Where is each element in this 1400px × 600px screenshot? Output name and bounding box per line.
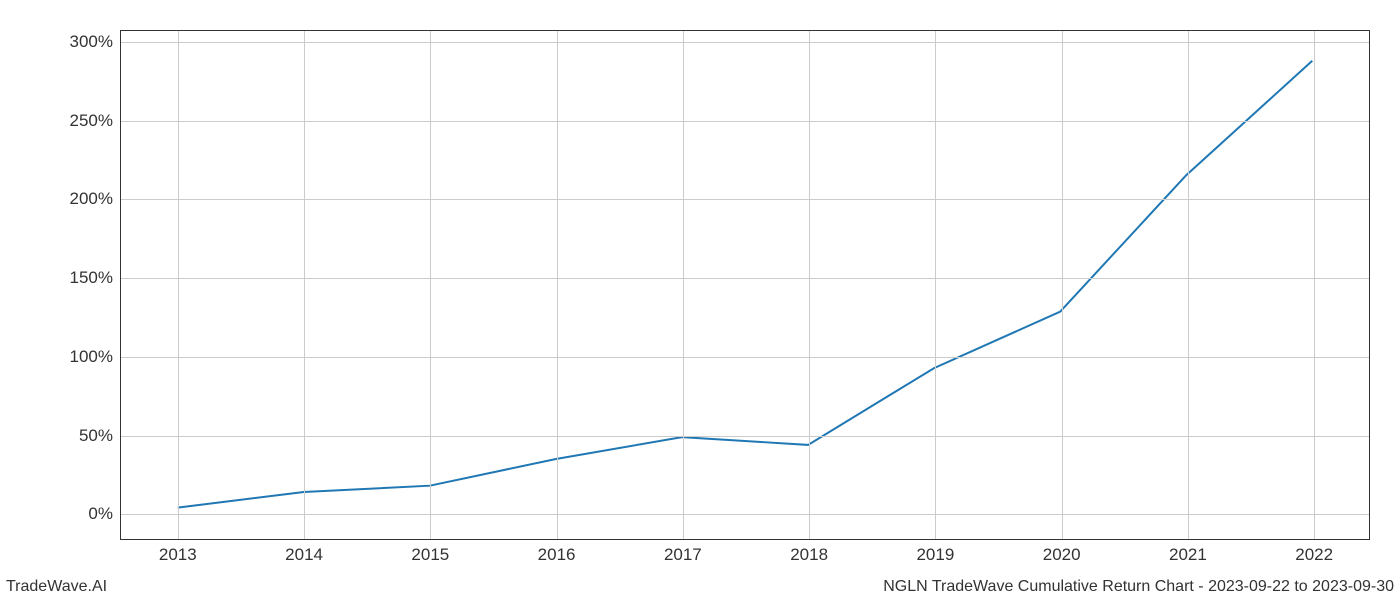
gridline-horizontal [121, 121, 1369, 122]
gridline-vertical [809, 31, 810, 539]
footer-right-text: NGLN TradeWave Cumulative Return Chart -… [883, 578, 1394, 596]
gridline-vertical [430, 31, 431, 539]
gridline-vertical [178, 31, 179, 539]
x-tick-label: 2017 [664, 539, 702, 565]
x-tick-label: 2018 [790, 539, 828, 565]
chart-container: 0% 50% 100% 150% 200% 250% 300% 2013 2014 2015 201… [0, 0, 1400, 600]
gridline-vertical [557, 31, 558, 539]
gridline-horizontal [121, 514, 1369, 515]
x-tick-label: 2020 [1043, 539, 1081, 565]
gridline-vertical [1188, 31, 1189, 539]
gridline-horizontal [121, 199, 1369, 200]
return-line [178, 61, 1313, 508]
x-tick-label: 2013 [159, 539, 197, 565]
y-tick-label: 50% [79, 426, 121, 446]
y-tick-label: 150% [70, 268, 121, 288]
y-tick-label: 0% [88, 504, 121, 524]
x-tick-label: 2014 [285, 539, 323, 565]
gridline-vertical [1314, 31, 1315, 539]
line-series [121, 31, 1369, 539]
x-tick-label: 2019 [916, 539, 954, 565]
y-tick-label: 250% [70, 111, 121, 131]
y-tick-label: 200% [70, 189, 121, 209]
y-tick-label: 300% [70, 32, 121, 52]
x-tick-label: 2016 [538, 539, 576, 565]
footer-left-text: TradeWave.AI [6, 578, 107, 596]
plot-area: 0%50%100%150%200%250%300%201320142015201… [120, 30, 1370, 540]
gridline-vertical [935, 31, 936, 539]
x-tick-label: 2015 [411, 539, 449, 565]
y-tick-label: 100% [70, 347, 121, 367]
gridline-horizontal [121, 436, 1369, 437]
gridline-vertical [304, 31, 305, 539]
gridline-horizontal [121, 42, 1369, 43]
gridline-horizontal [121, 278, 1369, 279]
x-tick-label: 2022 [1295, 539, 1333, 565]
gridline-vertical [683, 31, 684, 539]
x-tick-label: 2021 [1169, 539, 1207, 565]
gridline-horizontal [121, 357, 1369, 358]
gridline-vertical [1062, 31, 1063, 539]
